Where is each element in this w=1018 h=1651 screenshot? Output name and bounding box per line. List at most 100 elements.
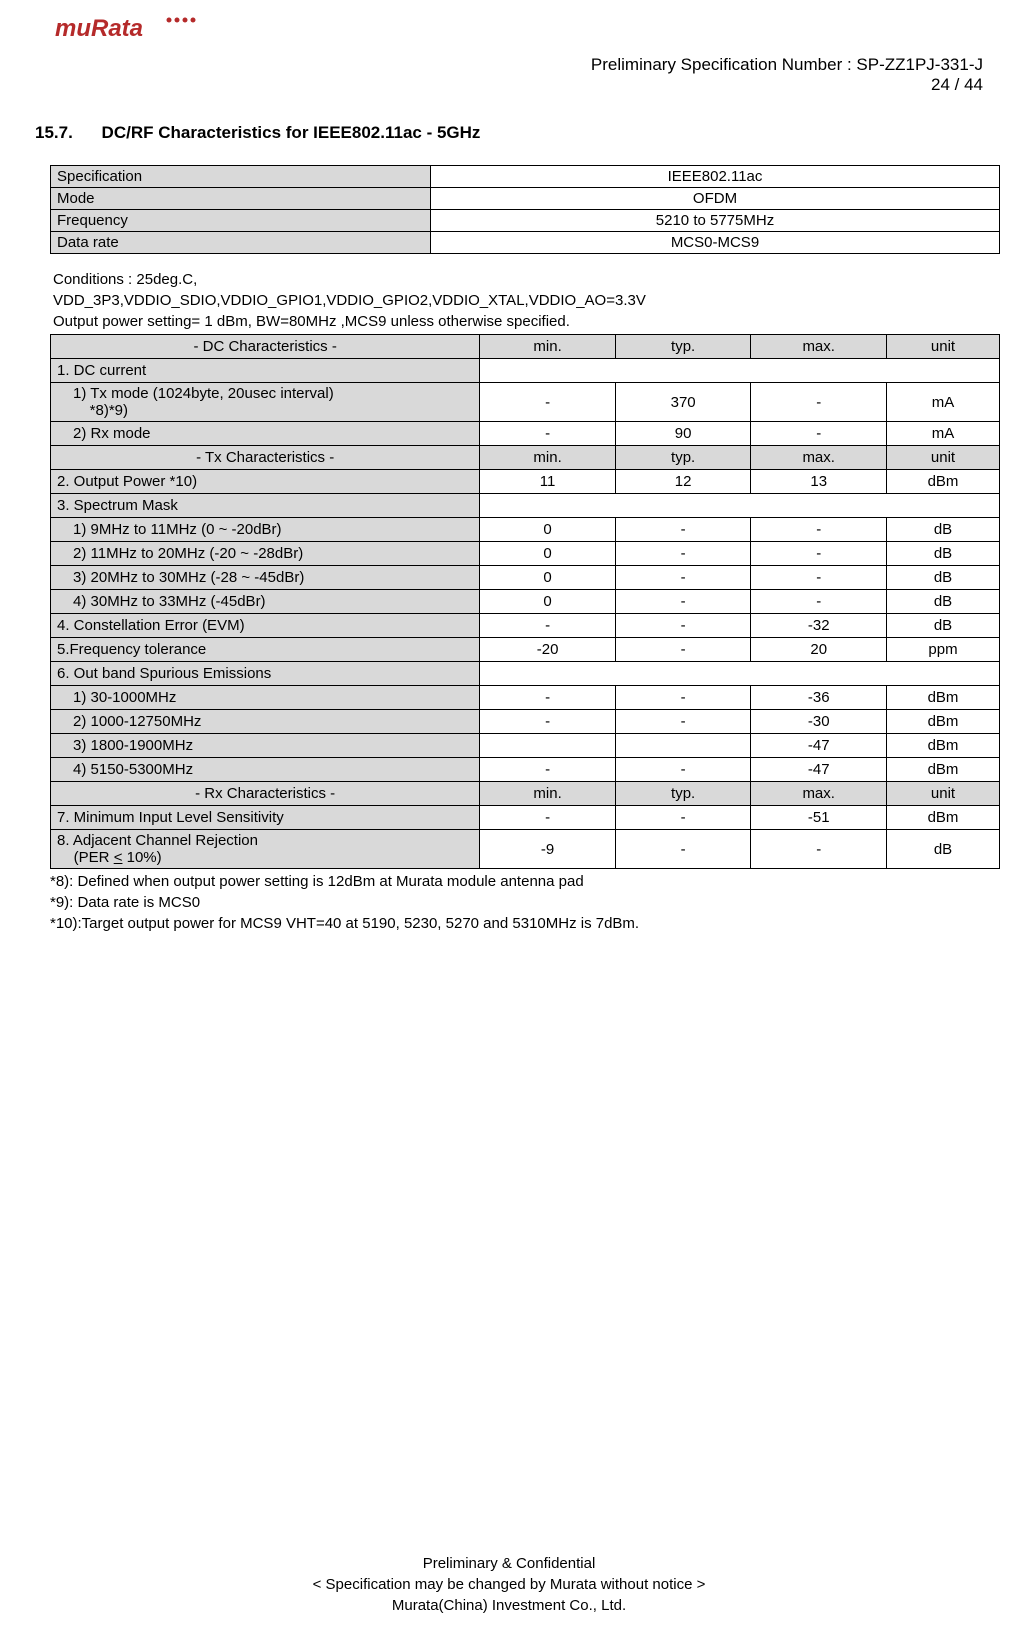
table-cell: 370 xyxy=(615,383,751,422)
table-cell: 0 xyxy=(480,518,616,542)
table-cell: - xyxy=(480,614,616,638)
table-cell xyxy=(615,734,751,758)
table-cell: - xyxy=(480,422,616,446)
table-cell: 20 xyxy=(751,638,887,662)
table-cell: mA xyxy=(886,383,999,422)
table-cell: 13 xyxy=(751,470,887,494)
table-row: 3. Spectrum Mask xyxy=(51,494,1000,518)
table-row: 7. Minimum Input Level Sensitivity---51d… xyxy=(51,806,1000,830)
table-row: Frequency5210 to 5775MHz xyxy=(51,210,1000,232)
table-cell: 90 xyxy=(615,422,751,446)
table-cell: -47 xyxy=(751,734,887,758)
section-title: 15.7. DC/RF Characteristics for IEEE802.… xyxy=(35,123,983,143)
section-heading: DC/RF Characteristics for IEEE802.11ac -… xyxy=(102,123,481,142)
spec-label: Specification xyxy=(51,166,431,188)
table-cell: 2. Output Power *10) xyxy=(51,470,480,494)
table-cell: - xyxy=(615,758,751,782)
table-cell: 5.Frequency tolerance xyxy=(51,638,480,662)
conditions-block: Conditions : 25deg.C, VDD_3P3,VDDIO_SDIO… xyxy=(53,269,983,332)
table-cell: - xyxy=(480,383,616,422)
table-cell xyxy=(480,359,1000,383)
table-cell: typ. xyxy=(615,782,751,806)
table-cell: dB xyxy=(886,518,999,542)
table-cell: - xyxy=(751,518,887,542)
conditions-line: VDD_3P3,VDDIO_SDIO,VDDIO_GPIO1,VDDIO_GPI… xyxy=(53,290,983,311)
table-cell: - xyxy=(615,542,751,566)
table-row: 3) 1800-1900MHz -47dBm xyxy=(51,734,1000,758)
table-cell: dBm xyxy=(886,470,999,494)
table-cell: 4) 5150-5300MHz xyxy=(51,758,480,782)
spec-label: Data rate xyxy=(51,232,431,254)
table-row: 3) 20MHz to 30MHz (-28 ~ -45dBr)0--dB xyxy=(51,566,1000,590)
table-row: 2) Rx mode-90-mA xyxy=(51,422,1000,446)
table-cell: 2) 11MHz to 20MHz (-20 ~ -28dBr) xyxy=(51,542,480,566)
page-header: Preliminary Specification Number : SP-ZZ… xyxy=(35,55,983,95)
table-cell: - xyxy=(751,590,887,614)
table-cell: -32 xyxy=(751,614,887,638)
table-row: 2) 1000-12750MHz---30dBm xyxy=(51,710,1000,734)
table-cell: 12 xyxy=(615,470,751,494)
table-cell: - xyxy=(615,566,751,590)
table-cell: 3) 1800-1900MHz xyxy=(51,734,480,758)
table-cell: 0 xyxy=(480,542,616,566)
table-row: 1. DC current xyxy=(51,359,1000,383)
table-cell: dBm xyxy=(886,710,999,734)
table-row: Data rateMCS0-MCS9 xyxy=(51,232,1000,254)
table-cell: 3. Spectrum Mask xyxy=(51,494,480,518)
table-row: 8. Adjacent Channel Rejection (PER < 10%… xyxy=(51,830,1000,869)
table-row: 5.Frequency tolerance-20-20ppm xyxy=(51,638,1000,662)
table-cell: - xyxy=(480,710,616,734)
table-row: 2. Output Power *10)111213dBm xyxy=(51,470,1000,494)
table-cell: dBm xyxy=(886,806,999,830)
spec-value: 5210 to 5775MHz xyxy=(431,210,1000,232)
table-cell: dBm xyxy=(886,734,999,758)
table-row: 1) Tx mode (1024byte, 20usec interval) *… xyxy=(51,383,1000,422)
table-cell: - xyxy=(615,518,751,542)
table-cell: -30 xyxy=(751,710,887,734)
table-cell: 2) 1000-12750MHz xyxy=(51,710,480,734)
table-cell: - xyxy=(480,758,616,782)
table-cell: 8. Adjacent Channel Rejection (PER < 10%… xyxy=(51,830,480,869)
table-cell: - xyxy=(480,686,616,710)
table-row: SpecificationIEEE802.11ac xyxy=(51,166,1000,188)
table-cell xyxy=(480,494,1000,518)
table-cell: 1) 30-1000MHz xyxy=(51,686,480,710)
table-cell: -47 xyxy=(751,758,887,782)
table-cell: - xyxy=(751,566,887,590)
table-cell xyxy=(480,662,1000,686)
table-row: 2) 11MHz to 20MHz (-20 ~ -28dBr)0--dB xyxy=(51,542,1000,566)
table-cell: mA xyxy=(886,422,999,446)
table-cell: typ. xyxy=(615,446,751,470)
footnote-line: *8): Defined when output power setting i… xyxy=(50,871,983,892)
table-cell: -20 xyxy=(480,638,616,662)
table-cell: typ. xyxy=(615,335,751,359)
table-cell: dB xyxy=(886,542,999,566)
table-cell: - xyxy=(615,686,751,710)
table-header-row: - DC Characteristics -min.typ.max.unit xyxy=(51,335,1000,359)
table-cell: -51 xyxy=(751,806,887,830)
table-cell: dB xyxy=(886,830,999,869)
table-cell: min. xyxy=(480,335,616,359)
table-cell: max. xyxy=(751,446,887,470)
table-cell: - Rx Characteristics - xyxy=(51,782,480,806)
footer-line: Murata(China) Investment Co., Ltd. xyxy=(0,1595,1018,1616)
footnote-line: *9): Data rate is MCS0 xyxy=(50,892,983,913)
table-row: 4) 30MHz to 33MHz (-45dBr)0--dB xyxy=(51,590,1000,614)
table-cell: max. xyxy=(751,335,887,359)
table-cell: 6. Out band Spurious Emissions xyxy=(51,662,480,686)
spec-value: IEEE802.11ac xyxy=(431,166,1000,188)
table-cell: 1. DC current xyxy=(51,359,480,383)
murata-logo: muRata xyxy=(55,12,205,48)
table-cell: dBm xyxy=(886,758,999,782)
table-cell: - Tx Characteristics - xyxy=(51,446,480,470)
svg-text:muRata: muRata xyxy=(55,15,143,42)
table-cell: max. xyxy=(751,782,887,806)
table-cell: 3) 20MHz to 30MHz (-28 ~ -45dBr) xyxy=(51,566,480,590)
table-header-row: - Rx Characteristics -min.typ.max.unit xyxy=(51,782,1000,806)
page-number: 24 / 44 xyxy=(35,75,983,95)
table-cell: -36 xyxy=(751,686,887,710)
table-cell: - DC Characteristics - xyxy=(51,335,480,359)
table-row: ModeOFDM xyxy=(51,188,1000,210)
footnotes: *8): Defined when output power setting i… xyxy=(50,871,983,934)
table-cell: dB xyxy=(886,614,999,638)
